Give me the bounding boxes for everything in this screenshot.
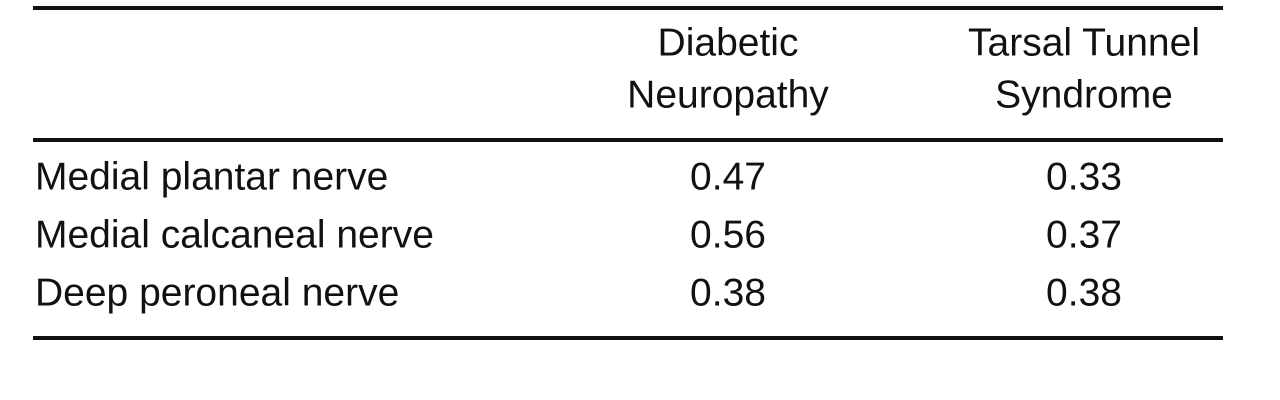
cell-value: 0.33 xyxy=(1046,155,1122,198)
header-rule xyxy=(33,138,1223,142)
cell-value: 0.38 xyxy=(690,271,766,314)
column-header: Neuropathy xyxy=(627,73,829,116)
row-label: Deep peroneal nerve xyxy=(35,271,399,314)
cell-value: 0.56 xyxy=(690,213,766,256)
top-rule xyxy=(33,6,1223,10)
cell-value: 0.47 xyxy=(690,155,766,198)
cell-value: 0.37 xyxy=(1046,213,1122,256)
column-header: Syndrome xyxy=(995,73,1173,116)
row-label: Medial plantar nerve xyxy=(35,155,388,198)
row-label: Medial calcaneal nerve xyxy=(35,213,434,256)
column-header: Tarsal Tunnel xyxy=(968,21,1200,64)
column-header: Diabetic xyxy=(658,21,799,64)
bottom-rule xyxy=(33,336,1223,340)
cell-value: 0.38 xyxy=(1046,271,1122,314)
